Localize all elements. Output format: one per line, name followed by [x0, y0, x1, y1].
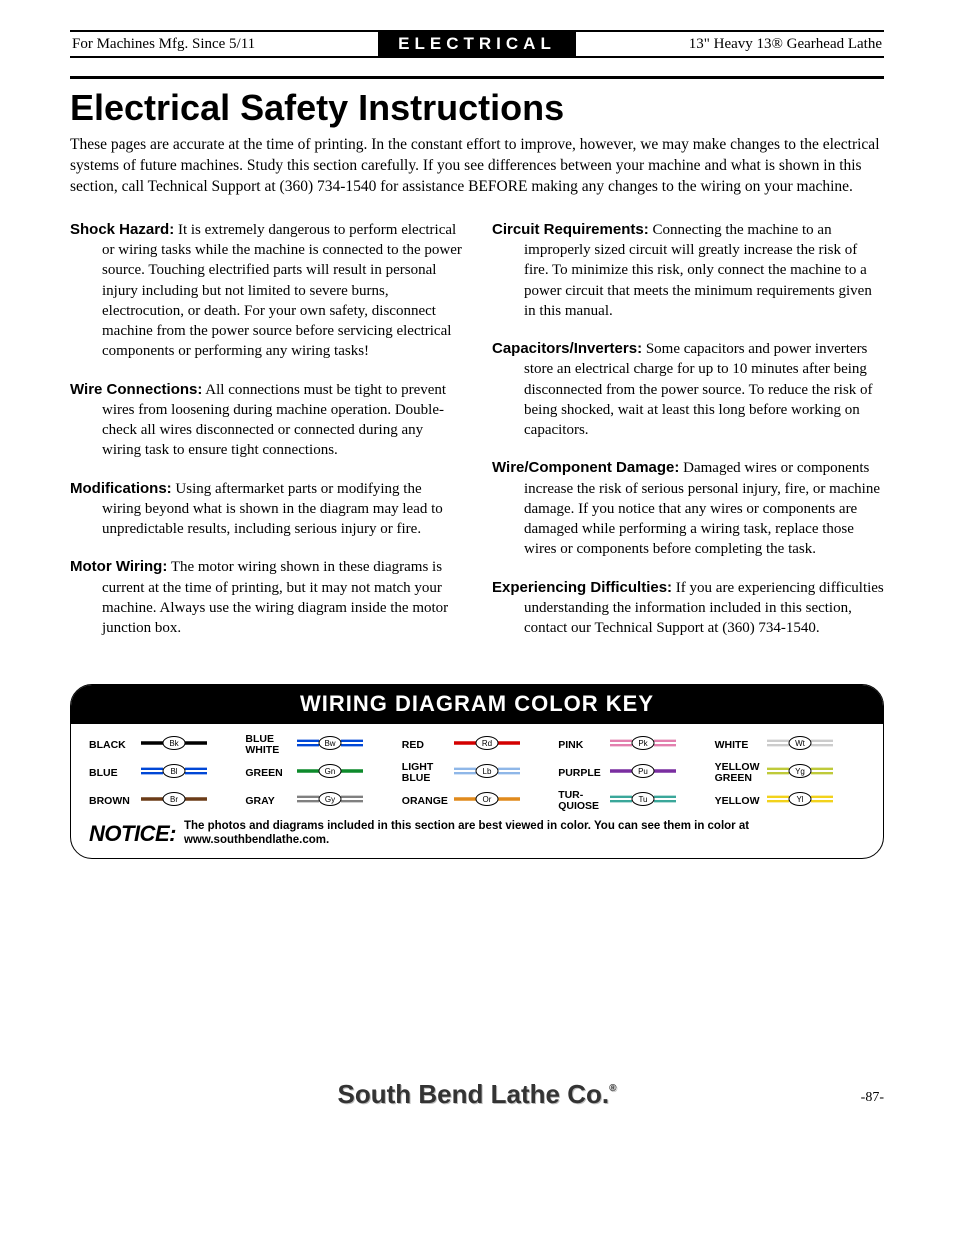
- color-swatch-icon: Bk: [139, 735, 209, 756]
- safety-item-title: Capacitors/Inverters:: [492, 340, 642, 357]
- color-key-cell: BLUE Bl: [89, 762, 239, 784]
- color-key-cell: YELLOWGREEN Yg: [715, 762, 865, 784]
- safety-item-body: It is extremely dangerous to perform ele…: [102, 222, 462, 360]
- safety-item: Modifications: Using aftermarket parts o…: [70, 479, 462, 540]
- color-key-label: PURPLE: [558, 768, 604, 779]
- color-key-body: BLACK Bk BLUEWHITE Bw RED Rd PINK Pk WHITE Wt BLUE…: [71, 724, 883, 858]
- color-key-cell: RED Rd: [402, 734, 552, 756]
- registered-mark: ®: [609, 1083, 616, 1094]
- notice-lead: NOTICE:: [89, 821, 176, 847]
- color-swatch-icon: Yl: [765, 791, 835, 812]
- color-swatch-icon: Rd: [452, 735, 522, 756]
- svg-text:Tu: Tu: [639, 795, 648, 804]
- safety-item-title: Shock Hazard:: [70, 221, 174, 238]
- svg-text:Lb: Lb: [482, 767, 491, 776]
- color-key-title: WIRING DIAGRAM COLOR KEY: [71, 685, 883, 724]
- svg-text:Or: Or: [482, 795, 491, 804]
- safety-item-title: Modifications:: [70, 480, 172, 497]
- safety-item-title: Circuit Requirements:: [492, 221, 649, 238]
- safety-item-title: Experiencing Difficulties:: [492, 579, 672, 596]
- safety-item: Wire/Component Damage: Damaged wires or …: [492, 458, 884, 559]
- color-key-label: LIGHTBLUE: [402, 762, 448, 784]
- svg-text:Bl: Bl: [170, 767, 177, 776]
- color-key-label: TUR-QUIOSE: [558, 790, 604, 812]
- color-swatch-icon: Or: [452, 791, 522, 812]
- footer-company-text: South Bend Lathe Co.: [338, 1079, 610, 1109]
- svg-text:Gy: Gy: [325, 795, 335, 804]
- footer-company: South Bend Lathe Co.®: [338, 1079, 617, 1110]
- svg-text:Wt: Wt: [795, 739, 806, 748]
- color-swatch-icon: Wt: [765, 735, 835, 756]
- safety-item: Circuit Requirements: Connecting the mac…: [492, 220, 884, 321]
- color-key-label: PINK: [558, 740, 604, 751]
- page-header: For Machines Mfg. Since 5/11 ELECTRICAL …: [70, 30, 884, 58]
- color-key-box: WIRING DIAGRAM COLOR KEY BLACKBkBLUEWHIT…: [70, 684, 884, 859]
- color-key-label: BLUE: [89, 768, 135, 779]
- safety-item: Shock Hazard: It is extremely dangerous …: [70, 220, 462, 362]
- color-swatch-icon: Pu: [608, 763, 678, 784]
- color-key-cell: WHITE Wt: [715, 734, 865, 756]
- safety-item-title: Wire/Component Damage:: [492, 459, 679, 476]
- color-key-cell: LIGHTBLUE Lb: [402, 762, 552, 784]
- color-key-label: RED: [402, 740, 448, 751]
- color-key-label: GRAY: [245, 796, 291, 807]
- safety-item-title: Wire Connections:: [70, 381, 202, 398]
- right-column: Circuit Requirements: Connecting the mac…: [492, 220, 884, 657]
- safety-item: Capacitors/Inverters: Some capacitors an…: [492, 339, 884, 440]
- color-swatch-icon: Tu: [608, 791, 678, 812]
- safety-item: Experiencing Difficulties: If you are ex…: [492, 578, 884, 639]
- color-swatch-icon: Gy: [295, 791, 365, 812]
- svg-text:Br: Br: [170, 795, 178, 804]
- title-rule: [70, 76, 884, 79]
- color-key-label: BLACK: [89, 740, 135, 751]
- color-key-cell: GREEN Gn: [245, 762, 395, 784]
- color-key-cell: YELLOW Yl: [715, 790, 865, 812]
- svg-text:Bk: Bk: [169, 739, 179, 748]
- svg-text:Bw: Bw: [325, 739, 336, 748]
- color-swatch-icon: Yg: [765, 763, 835, 784]
- color-key-label: YELLOW: [715, 796, 761, 807]
- svg-text:Yl: Yl: [796, 795, 803, 804]
- color-swatch-icon: Gn: [295, 763, 365, 784]
- color-key-label: BLUEWHITE: [245, 734, 291, 756]
- svg-text:Yg: Yg: [795, 767, 805, 776]
- color-key-cell: BROWN Br: [89, 790, 239, 812]
- left-column: Shock Hazard: It is extremely dangerous …: [70, 220, 462, 657]
- color-swatch-icon: Pk: [608, 735, 678, 756]
- color-swatch-icon: Lb: [452, 763, 522, 784]
- color-key-cell: BLACK Bk: [89, 734, 239, 756]
- color-key-notice: NOTICE: The photos and diagrams included…: [89, 818, 865, 852]
- svg-text:Pu: Pu: [638, 767, 648, 776]
- color-key-grid: BLACK Bk BLUEWHITE Bw RED Rd PINK Pk WHITE Wt BLUE…: [89, 734, 865, 812]
- color-key-cell: TUR-QUIOSE Tu: [558, 790, 708, 812]
- color-key-cell: GRAY Gy: [245, 790, 395, 812]
- color-swatch-icon: Bw: [295, 735, 365, 756]
- header-section-title: ELECTRICAL: [378, 32, 576, 56]
- color-key-cell: BLUEWHITE Bw: [245, 734, 395, 756]
- color-swatch-icon: Br: [139, 791, 209, 812]
- notice-text: The photos and diagrams included in this…: [184, 820, 865, 848]
- color-key-label: WHITE: [715, 740, 761, 751]
- safety-item: Wire Connections: All connections must b…: [70, 380, 462, 461]
- page-number: -87-: [861, 1090, 884, 1106]
- header-left: For Machines Mfg. Since 5/11: [70, 36, 378, 53]
- color-key-label: YELLOWGREEN: [715, 762, 761, 784]
- svg-text:Pk: Pk: [639, 739, 649, 748]
- color-key-cell: PINK Pk: [558, 734, 708, 756]
- svg-text:Rd: Rd: [482, 739, 492, 748]
- intro-paragraph: These pages are accurate at the time of …: [70, 135, 884, 198]
- page-footer: South Bend Lathe Co.® -87-: [70, 1079, 884, 1110]
- color-key-cell: PURPLE Pu: [558, 762, 708, 784]
- safety-item-title: Motor Wiring:: [70, 558, 167, 575]
- header-right: 13" Heavy 13® Gearhead Lathe: [576, 36, 884, 53]
- svg-text:Gn: Gn: [325, 767, 336, 776]
- color-key-label: ORANGE: [402, 796, 448, 807]
- safety-columns: Shock Hazard: It is extremely dangerous …: [70, 220, 884, 657]
- color-key-label: GREEN: [245, 768, 291, 779]
- safety-item: Motor Wiring: The motor wiring shown in …: [70, 557, 462, 638]
- color-swatch-icon: Bl: [139, 763, 209, 784]
- page-title: Electrical Safety Instructions: [70, 87, 884, 129]
- color-key-label: BROWN: [89, 796, 135, 807]
- color-key-cell: ORANGE Or: [402, 790, 552, 812]
